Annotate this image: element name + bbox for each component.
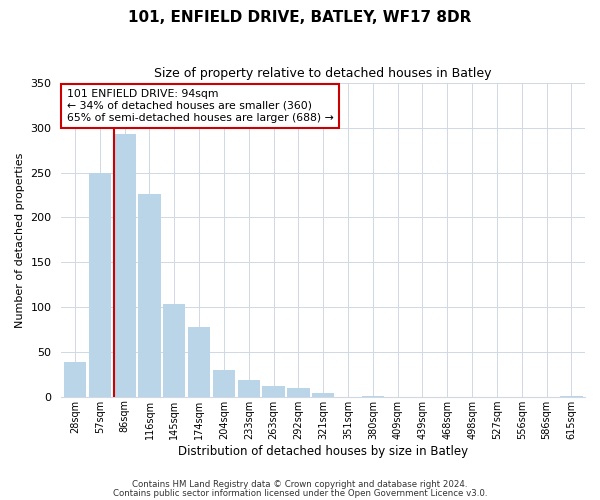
Y-axis label: Number of detached properties: Number of detached properties [15, 152, 25, 328]
X-axis label: Distribution of detached houses by size in Batley: Distribution of detached houses by size … [178, 444, 468, 458]
Bar [89, 172, 111, 396]
Bar [113, 134, 136, 396]
Bar [64, 362, 86, 396]
Bar [163, 304, 185, 396]
Bar [287, 388, 310, 396]
Bar [238, 380, 260, 396]
Title: Size of property relative to detached houses in Batley: Size of property relative to detached ho… [154, 68, 492, 80]
Bar [312, 393, 334, 396]
Text: Contains HM Land Registry data © Crown copyright and database right 2024.: Contains HM Land Registry data © Crown c… [132, 480, 468, 489]
Bar [139, 194, 161, 396]
Text: 101 ENFIELD DRIVE: 94sqm
← 34% of detached houses are smaller (360)
65% of semi-: 101 ENFIELD DRIVE: 94sqm ← 34% of detach… [67, 90, 334, 122]
Bar [213, 370, 235, 396]
Bar [262, 386, 285, 396]
Text: Contains public sector information licensed under the Open Government Licence v3: Contains public sector information licen… [113, 489, 487, 498]
Text: 101, ENFIELD DRIVE, BATLEY, WF17 8DR: 101, ENFIELD DRIVE, BATLEY, WF17 8DR [128, 10, 472, 25]
Bar [188, 327, 210, 396]
